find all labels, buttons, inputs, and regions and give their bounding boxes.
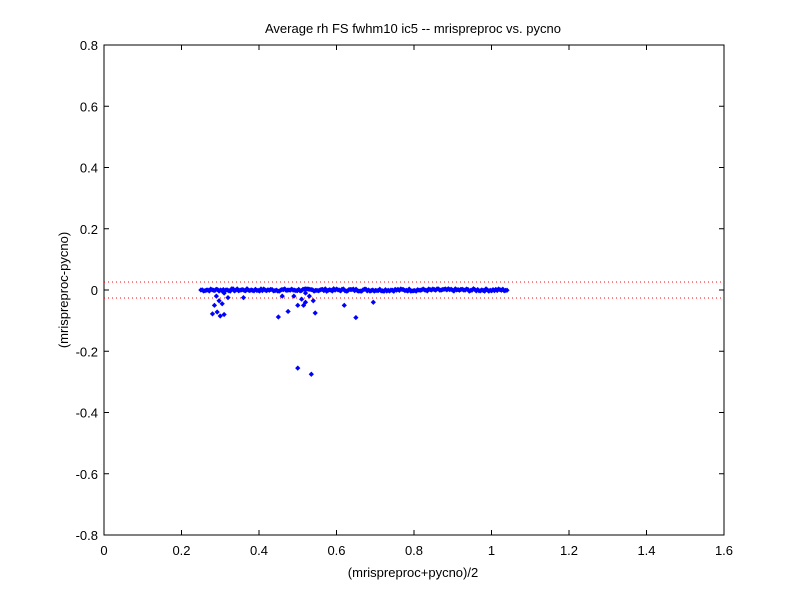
data-point [504, 287, 510, 293]
data-point [295, 302, 301, 308]
data-point [211, 302, 218, 308]
data-point [285, 308, 291, 315]
x-tick-label: 0.8 [405, 543, 423, 558]
data-point [300, 302, 307, 308]
data-point [291, 293, 297, 299]
y-tick-label: 0 [91, 283, 98, 298]
data-point [302, 299, 309, 305]
y-tick-label: 0.2 [80, 222, 98, 237]
data-points [198, 286, 510, 377]
data-point [310, 298, 316, 304]
y-tick-label: 0.4 [80, 161, 98, 176]
data-point [295, 365, 301, 371]
x-tick-label: 1.4 [637, 543, 655, 558]
data-point [214, 309, 220, 315]
data-point [216, 298, 222, 304]
data-point [312, 310, 318, 316]
y-axis-label: (mrispreproc-pycno) [56, 232, 71, 348]
x-tick-label: 1 [488, 543, 495, 558]
data-point [308, 371, 314, 377]
data-point [221, 290, 227, 296]
data-point [221, 311, 227, 318]
data-point [279, 293, 285, 299]
data-point [275, 314, 281, 320]
x-tick-label: 0.4 [250, 543, 268, 558]
x-tick-label: 0.6 [327, 543, 345, 558]
data-point [209, 311, 216, 317]
data-point [299, 296, 305, 302]
x-axis-label: (mrispreproc+pycno)/2 [348, 565, 478, 580]
reference-lines [104, 281, 724, 299]
x-tick-label: 1.6 [715, 543, 733, 558]
data-point [302, 290, 309, 296]
data-point [225, 295, 231, 301]
y-tick-label: 0.6 [80, 99, 98, 114]
chart-title: Average rh FS fwhm10 ic5 -- mrispreproc … [265, 21, 561, 36]
y-axis-ticks: 0.8 0.6 0.4 0.2 0 -0.2 -0.4 -0.6 -0.8 [76, 38, 724, 543]
x-axis-ticks: 0 0.2 0.4 0.6 0.8 1 1.2 1.4 1.6 [100, 45, 733, 558]
data-point [341, 302, 347, 308]
data-point [353, 314, 359, 321]
y-tick-label: -0.4 [76, 406, 98, 421]
y-tick-label: -0.8 [76, 528, 98, 543]
x-tick-label: 0 [100, 543, 107, 558]
data-point [370, 299, 376, 305]
data-point [306, 293, 312, 299]
y-tick-label: -0.2 [76, 344, 98, 359]
y-tick-label: 0.8 [80, 38, 98, 53]
x-tick-label: 1.2 [560, 543, 578, 558]
data-point [217, 313, 223, 319]
data-point [219, 301, 225, 307]
data-point [240, 295, 247, 301]
data-point [213, 293, 219, 299]
y-tick-label: -0.6 [76, 467, 98, 482]
x-tick-label: 0.2 [172, 543, 190, 558]
